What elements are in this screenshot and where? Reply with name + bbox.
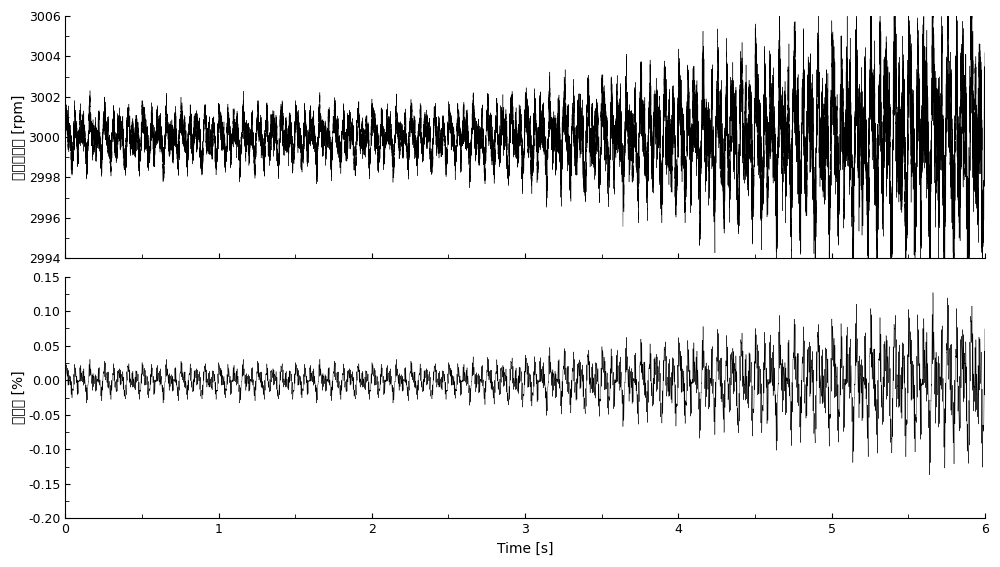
X-axis label: Time [s]: Time [s] xyxy=(497,542,553,556)
Y-axis label: 发电机转速 [rpm]: 发电机转速 [rpm] xyxy=(12,94,26,180)
Y-axis label: 转速差 [%]: 转速差 [%] xyxy=(11,371,25,424)
